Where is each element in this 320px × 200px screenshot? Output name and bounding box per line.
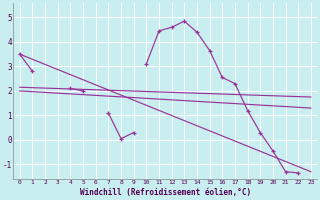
X-axis label: Windchill (Refroidissement éolien,°C): Windchill (Refroidissement éolien,°C) — [80, 188, 251, 197]
